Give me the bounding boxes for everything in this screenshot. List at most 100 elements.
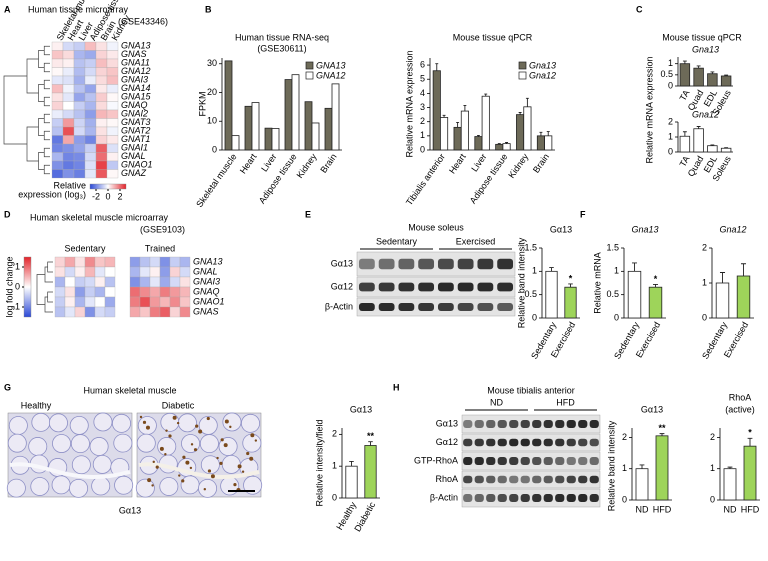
blot-band xyxy=(520,475,530,484)
row-label: GNA11 xyxy=(121,58,150,68)
heatmap-cell xyxy=(74,286,86,298)
heatmap-cell xyxy=(149,296,161,308)
bar xyxy=(693,67,704,87)
y-tick-label: 30 xyxy=(207,58,217,68)
blot-band xyxy=(457,258,474,270)
heatmap-cell xyxy=(159,266,171,278)
y-tick-label: 0 xyxy=(668,80,673,90)
stain-dot xyxy=(249,456,254,461)
x-tick-label: Heart xyxy=(447,151,468,175)
panel-title: Mouse tissue qPCR xyxy=(662,32,742,42)
dendrogram-branch xyxy=(47,291,53,303)
blot-band xyxy=(566,457,576,465)
y-tick-label: 1 xyxy=(668,58,673,68)
y-tick-label: 1 xyxy=(668,131,673,141)
stain-dot xyxy=(159,446,164,451)
heatmap-cell xyxy=(139,296,151,308)
error-bar xyxy=(696,65,701,69)
x-tick-label: Brain xyxy=(318,152,338,175)
y-tick-label: 1 xyxy=(420,130,425,140)
error-bar xyxy=(740,263,747,276)
image-caption: Gα13 xyxy=(119,505,141,515)
heatmap-cell xyxy=(62,160,75,170)
bar xyxy=(231,135,240,151)
dendrogram-branch xyxy=(43,62,50,73)
colorbar-tick-label: 1 xyxy=(15,261,20,271)
heatmap-cell xyxy=(179,296,191,308)
vessel xyxy=(9,462,131,480)
heatmap-cell xyxy=(84,84,97,94)
bar xyxy=(693,128,704,153)
dendrogram-branch xyxy=(43,96,50,107)
muscle-fiber xyxy=(136,433,156,453)
heatmap-cell xyxy=(62,169,75,179)
muscle-fiber xyxy=(89,437,109,456)
x-tick-label: TA xyxy=(678,88,692,102)
significance-label: ** xyxy=(658,423,666,433)
bar xyxy=(736,275,751,319)
heatmap-cell xyxy=(95,143,108,153)
row-label: GNAS xyxy=(193,306,219,316)
heatmap-cell xyxy=(169,266,181,278)
heatmap-cell xyxy=(95,41,108,51)
y-tick-label: 1 xyxy=(710,463,715,473)
bar xyxy=(545,270,558,319)
blot-band xyxy=(520,494,530,502)
stain-dot xyxy=(219,461,223,465)
bar xyxy=(564,286,577,319)
heatmap-cell xyxy=(179,276,191,288)
bar xyxy=(495,143,504,151)
error-bar xyxy=(682,131,687,137)
blot-band xyxy=(497,494,507,502)
blot-band xyxy=(589,420,599,428)
y-tick-label: 0.5 xyxy=(524,289,537,299)
bar xyxy=(523,106,532,151)
x-tick-label: Skeletal muscle xyxy=(194,152,238,209)
heatmap-cell xyxy=(73,101,86,111)
muscle-fiber xyxy=(7,433,27,453)
heatmap-cell xyxy=(62,67,75,77)
panel-letter: G xyxy=(4,382,11,392)
heatmap-cell xyxy=(74,256,86,268)
row-label: GNA13 xyxy=(193,256,223,266)
blot-band xyxy=(566,438,576,447)
stain-dot xyxy=(216,456,219,460)
blot-band xyxy=(486,420,496,428)
heatmap-cell xyxy=(84,306,96,318)
y-tick-label: 0.5 xyxy=(660,69,673,79)
stain-dot xyxy=(198,429,203,434)
chart-title: Gα13 xyxy=(550,224,572,234)
stain-dot xyxy=(151,484,154,487)
blot-strip xyxy=(356,297,516,317)
heatmap-cell xyxy=(106,160,119,170)
bar xyxy=(502,143,511,151)
bar xyxy=(544,135,553,151)
muscle-fiber xyxy=(70,434,90,454)
blot-band xyxy=(463,438,473,447)
stain-dot xyxy=(145,425,150,430)
heatmap-cell xyxy=(95,50,108,60)
panel-letter: H xyxy=(393,382,400,392)
error-bar xyxy=(719,272,726,283)
panel-letter: C xyxy=(636,4,643,14)
heatmap-cell xyxy=(73,84,86,94)
heatmap-cell xyxy=(62,92,75,102)
bar xyxy=(345,465,358,499)
y-tick-label: 0 xyxy=(622,494,627,504)
blot-row-label: RhoA xyxy=(435,474,458,484)
stain-dot xyxy=(229,425,232,429)
dendrogram-branch xyxy=(43,45,50,56)
heatmap-cell xyxy=(62,41,75,51)
stain-dot xyxy=(203,488,206,491)
y-tick-label: 2 xyxy=(332,429,337,439)
panel-letter: F xyxy=(580,209,586,219)
blot-band xyxy=(566,494,576,502)
muscle-fiber xyxy=(135,478,155,498)
heatmap-cell xyxy=(104,266,116,278)
chart-title: Human skeletal muscle microarray xyxy=(30,212,169,222)
colorbar-label: log fold change xyxy=(4,256,14,317)
chart-title: Gna12 xyxy=(692,109,719,119)
muscle-fiber xyxy=(221,454,241,474)
panel-letter: B xyxy=(205,4,212,14)
